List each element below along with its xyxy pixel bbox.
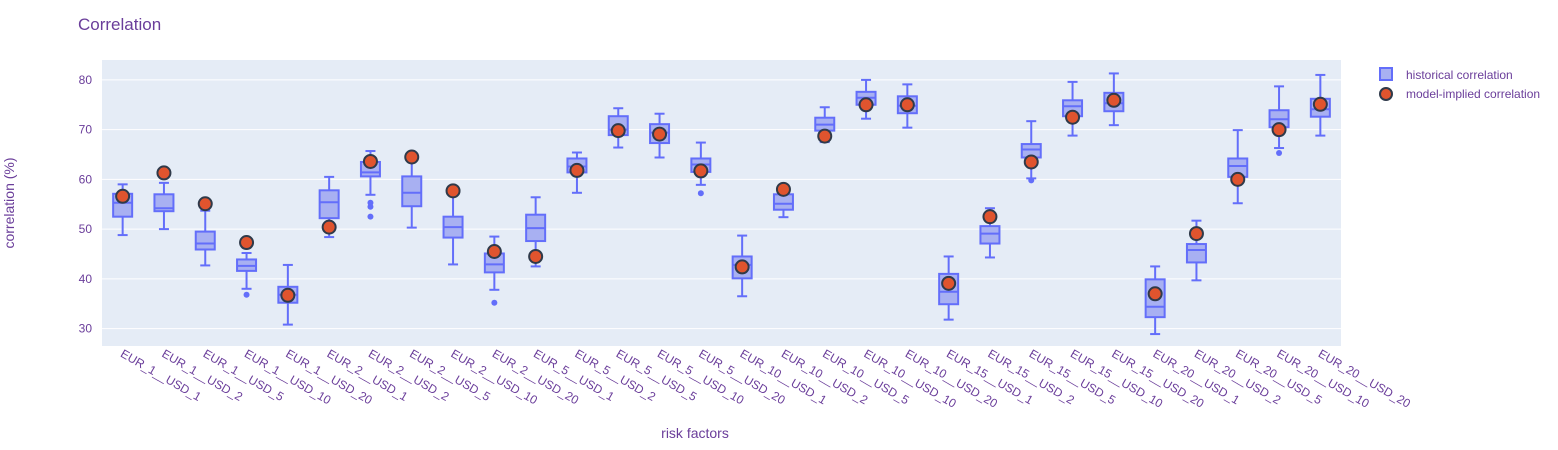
model-implied-marker[interactable] bbox=[693, 163, 709, 179]
model-implied-marker[interactable] bbox=[1147, 286, 1163, 302]
legend-marker-swatch bbox=[1379, 87, 1393, 101]
legend-item-historical[interactable]: historical correlation bbox=[1379, 67, 1513, 82]
box-iqr bbox=[318, 189, 340, 220]
model-implied-marker[interactable] bbox=[652, 126, 668, 142]
model-implied-marker[interactable] bbox=[775, 181, 791, 197]
box-iqr bbox=[194, 230, 216, 251]
model-implied-marker[interactable] bbox=[445, 183, 461, 199]
outlier-point[interactable] bbox=[243, 291, 250, 298]
model-implied-marker[interactable] bbox=[899, 97, 915, 113]
box-iqr bbox=[153, 193, 175, 213]
y-tick-label: 40 bbox=[79, 272, 93, 286]
y-tick-label: 60 bbox=[79, 172, 93, 186]
model-implied-marker[interactable] bbox=[982, 209, 998, 225]
box-iqr bbox=[401, 175, 423, 208]
model-implied-marker[interactable] bbox=[197, 196, 213, 212]
x-axis-label: risk factors bbox=[661, 425, 729, 441]
y-tick-label: 30 bbox=[79, 322, 93, 336]
outlier-point[interactable] bbox=[367, 213, 374, 220]
model-implied-marker[interactable] bbox=[486, 243, 502, 259]
model-implied-marker[interactable] bbox=[362, 153, 378, 169]
model-implied-marker[interactable] bbox=[941, 275, 957, 291]
model-implied-marker[interactable] bbox=[404, 149, 420, 165]
model-implied-marker[interactable] bbox=[115, 188, 131, 204]
box-EUR_2__USD_20[interactable] bbox=[483, 235, 505, 306]
model-implied-marker[interactable] bbox=[1188, 226, 1204, 242]
grid-lines bbox=[102, 79, 1341, 330]
y-tick-label: 50 bbox=[79, 222, 93, 236]
y-axis-ticks: 30 40 50 60 70 80 bbox=[79, 73, 93, 336]
legend: historical correlation model-implied cor… bbox=[1379, 67, 1540, 101]
y-tick-label: 70 bbox=[79, 123, 93, 137]
outlier-point[interactable] bbox=[367, 199, 374, 206]
model-implied-marker[interactable] bbox=[528, 248, 544, 264]
model-implied-marker[interactable] bbox=[734, 259, 750, 275]
model-implied-marker[interactable] bbox=[1271, 122, 1287, 138]
model-implied-marker[interactable] bbox=[156, 165, 172, 181]
model-implied-marker[interactable] bbox=[239, 235, 255, 251]
legend-label-model: model-implied correlation bbox=[1406, 87, 1540, 101]
box-EUR_1__USD_10[interactable] bbox=[236, 251, 258, 298]
plot-area bbox=[102, 60, 1341, 346]
x-axis-ticks: EUR_1__USD_1EUR_1__USD_2EUR_1__USD_5EUR_… bbox=[118, 346, 1413, 410]
model-implied-marker[interactable] bbox=[569, 162, 585, 178]
model-implied-marker[interactable] bbox=[1106, 92, 1122, 108]
model-implied-marker[interactable] bbox=[1230, 171, 1246, 187]
model-implied-marker[interactable] bbox=[1023, 154, 1039, 170]
legend-item-model[interactable]: model-implied correlation bbox=[1379, 87, 1540, 101]
box-iqr bbox=[1185, 243, 1207, 264]
box-EUR_1__USD_2[interactable] bbox=[153, 181, 175, 231]
outlier-point[interactable] bbox=[491, 299, 498, 306]
model-implied-marker[interactable] bbox=[280, 287, 296, 303]
box-iqr bbox=[979, 225, 1001, 245]
y-axis-label: correlation (%) bbox=[1, 157, 17, 248]
legend-label-historical: historical correlation bbox=[1406, 68, 1513, 82]
model-implied-marker[interactable] bbox=[858, 97, 874, 113]
box-EUR_1__USD_5[interactable] bbox=[194, 209, 216, 267]
outlier-point[interactable] bbox=[1276, 150, 1283, 157]
chart-title: Correlation bbox=[78, 15, 161, 34]
model-implied-marker[interactable] bbox=[321, 219, 337, 235]
y-tick-label: 80 bbox=[79, 73, 93, 87]
model-implied-marker[interactable] bbox=[817, 128, 833, 144]
box-EUR_2__USD_10[interactable] bbox=[442, 193, 464, 266]
marker-series bbox=[115, 92, 1328, 303]
outlier-point[interactable] bbox=[1028, 177, 1035, 184]
legend-box-swatch bbox=[1379, 67, 1393, 81]
model-implied-marker[interactable] bbox=[1312, 96, 1328, 112]
model-implied-marker[interactable] bbox=[610, 123, 626, 139]
box-EUR_10__USD_5[interactable] bbox=[814, 106, 836, 144]
outlier-point[interactable] bbox=[697, 190, 704, 197]
model-implied-marker[interactable] bbox=[1065, 109, 1081, 125]
